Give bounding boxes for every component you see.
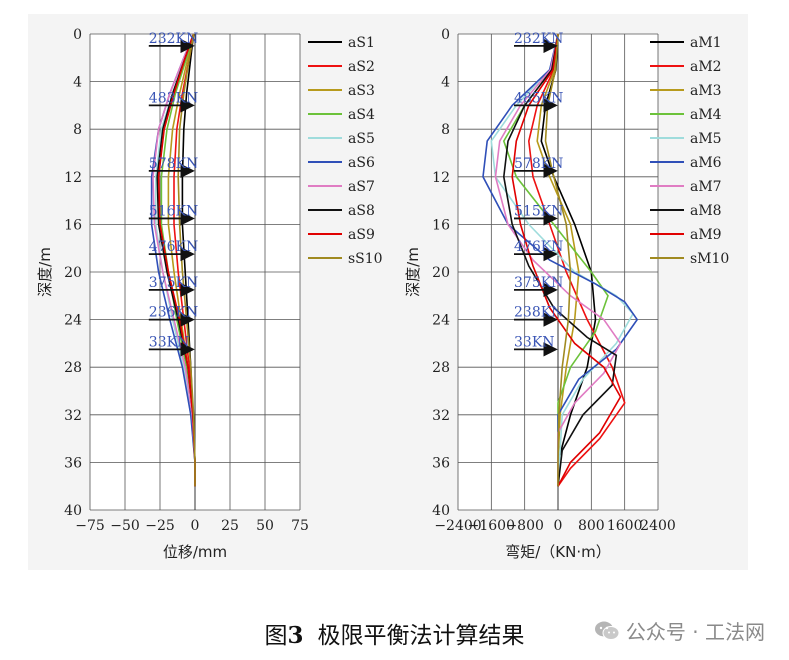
y-tick-label: 0 [441,27,450,43]
legend-label: sS10 [348,251,383,267]
x-tick-label: −2400 [434,518,481,534]
wechat-icon [594,621,620,640]
chart-1: −75 −50 −25 0 25 50 75 0 4 8 12 16 20 24 28 32 36 40 位移/mm… [36,27,383,561]
y-tick-label: 8 [73,122,82,138]
x-tick-label: 0 [554,518,563,534]
legend-label: aS8 [348,203,375,219]
anchor-force-label: 483KN [149,90,198,106]
y-tick-label: 4 [441,75,450,91]
anchor-force-label: 476KN [149,239,198,255]
legend-label: aM5 [690,131,722,147]
anchor-force-label: 33KN [149,334,190,350]
anchor-force-label: 236KN [149,305,198,321]
series-line-aM7 [494,33,622,487]
y-tick-label: 4 [73,75,82,91]
x-axis-label: 位移/mm [163,543,227,561]
anchor-force-label: 375KN [149,275,198,291]
legend-label: aM2 [690,59,722,75]
y-tick-label: 16 [64,217,82,233]
anchor-force-label: 375KN [514,275,563,291]
y-tick-label: 40 [432,503,450,519]
figure-caption: 图3 极限平衡法计算结果 [0,616,789,650]
legend-label: aM8 [690,203,722,219]
legend-label: aM6 [690,155,722,171]
y-tick-label: 36 [432,455,450,471]
y-tick-label: 32 [432,408,450,424]
legend-label: aM7 [690,179,722,195]
x-tick-label: 2400 [640,518,676,534]
anchor-force-label: 232KN [514,31,563,47]
legend-label: aS7 [348,179,375,195]
x-tick-label: −50 [110,518,140,534]
legend-label: aM1 [690,35,722,51]
anchor-force-label: 578KN [514,156,563,172]
y-tick-label: 24 [64,313,82,329]
y-tick-label: 28 [432,360,450,376]
anchor-force-label: 515KN [514,203,563,219]
y-tick-label: 8 [441,122,450,138]
series-line-aM9 [511,33,622,487]
legend-label: aS4 [348,107,375,123]
legend-label: aS5 [348,131,375,147]
x-tick-label: −75 [75,518,105,534]
anchor-force-label: 232KN [149,31,198,47]
x-tick-label: 25 [221,518,239,534]
anchor-force-label: 238KN [514,305,563,321]
caption-text: 极限平衡法计算结果 [317,623,525,649]
series-line-aM6 [482,33,639,487]
x-tick-label: 50 [256,518,274,534]
anchor-force-label: 578KN [149,156,198,172]
x-tick-label: −1600 [468,518,515,534]
anchor-force-label: 485KN [514,90,563,106]
y-tick-label: 20 [432,265,450,281]
y-tick-label: 20 [64,265,82,281]
y-tick-label: 16 [432,217,450,233]
y-axis-label: 深度/m [36,247,54,297]
legend-label: aS3 [348,83,375,99]
x-tick-label: 75 [291,518,309,534]
caption-number: 3 [287,622,304,649]
y-tick-label: 24 [432,313,450,329]
legend-label: aS9 [348,227,375,243]
legend-label: aS1 [348,35,375,51]
anchor-force-label: 33KN [514,334,555,350]
legend-label: aM4 [690,107,722,123]
y-tick-label: 32 [64,408,82,424]
y-axis-label: 深度/m [404,247,422,297]
x-tick-label: −800 [505,518,543,534]
x-axis-label: 弯矩/（KN·m） [505,543,611,561]
legend-label: aS2 [348,59,375,75]
x-tick-label: 800 [578,518,605,534]
y-tick-label: 36 [64,455,82,471]
watermark-text: 公众号 · 工法网 [625,620,765,644]
chart-figure: −75 −50 −25 0 25 50 750481216202428323640位移/mm… [36,27,729,561]
x-tick-label: 1600 [607,518,643,534]
x-tick-label: −25 [145,518,175,534]
figure-panel: −75 −50 −25 0 25 50 75 0 4 8 12 16 20 24 28 32 36 40 位移/mm… [28,14,748,570]
watermark: 公众号 · 工法网 [594,616,765,645]
y-tick-label: 40 [64,503,82,519]
y-tick-label: 12 [64,170,82,186]
legend-label: aS6 [348,155,375,171]
legend-label: aM3 [690,83,722,99]
y-tick-label: 28 [64,360,82,376]
anchor-force-label: 516KN [149,203,198,219]
legend-label: aM9 [690,227,722,243]
anchor-force-label: 476KN [514,239,563,255]
y-tick-label: 12 [432,170,450,186]
x-tick-label: 0 [191,518,200,534]
legend-label: sM10 [690,251,729,267]
y-tick-label: 0 [73,27,82,43]
caption-prefix: 图 [264,623,288,649]
